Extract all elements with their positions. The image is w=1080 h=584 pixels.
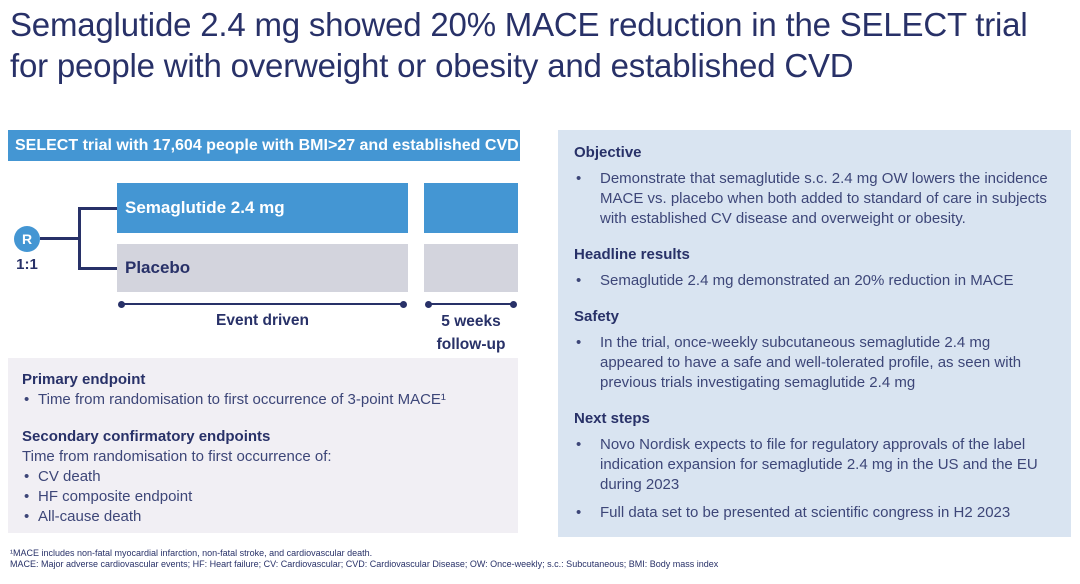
secondary-endpoints-intro: Time from randomisation to first occurre… bbox=[22, 448, 332, 465]
bullet-marker: • bbox=[24, 508, 30, 525]
list-item: • Semaglutide 2.4 mg demonstrated an 20%… bbox=[574, 271, 1055, 291]
secondary-endpoint-text: HF composite endpoint bbox=[38, 488, 193, 505]
randomization-letter: R bbox=[21, 231, 33, 247]
section-next-steps: Next steps • Novo Nordisk expects to fil… bbox=[574, 409, 1055, 523]
section-heading: Safety bbox=[574, 308, 620, 325]
section-bullet-text: Full data set to be presented at scienti… bbox=[600, 504, 1011, 521]
trial-header-bar: SELECT trial with 17,604 people with BMI… bbox=[8, 130, 520, 161]
arm-label: Placebo bbox=[125, 258, 191, 277]
event-driven-label: Event driven bbox=[215, 312, 310, 329]
event-driven-span-line bbox=[118, 300, 407, 308]
randomization-icon: R bbox=[14, 226, 40, 252]
list-item: • Time from randomisation to first occur… bbox=[22, 390, 504, 410]
followup-label-line1: 5 weeks bbox=[441, 313, 501, 330]
endpoints-box: Primary endpoint • Time from randomisati… bbox=[8, 358, 518, 533]
section-objective: Objective • Demonstrate that semaglutide… bbox=[574, 143, 1055, 229]
footnote-line: MACE: Major adverse cardiovascular event… bbox=[10, 559, 719, 569]
connector-line bbox=[78, 207, 81, 270]
section-bullet-text: In the trial, once-weekly subcutaneous s… bbox=[600, 334, 1022, 391]
arm-followup-block-placebo bbox=[424, 244, 518, 292]
arm-bar-placebo: Placebo bbox=[117, 244, 408, 292]
followup-label: 5 weeks follow-up bbox=[404, 310, 538, 356]
connector-line bbox=[81, 207, 117, 210]
list-item: • CV death bbox=[22, 467, 504, 487]
followup-label-line2: follow-up bbox=[436, 336, 506, 353]
secondary-endpoint-text: All-cause death bbox=[38, 508, 142, 525]
list-item: • In the trial, once-weekly subcutaneous… bbox=[574, 333, 1055, 393]
section-headline-results: Headline results • Semaglutide 2.4 mg de… bbox=[574, 245, 1055, 291]
primary-endpoint-heading: Primary endpoint bbox=[22, 371, 146, 388]
spacer bbox=[22, 410, 504, 427]
footnotes: ¹MACE includes non-fatal myocardial infa… bbox=[10, 548, 1070, 570]
primary-endpoint-text: Time from randomisation to first occurre… bbox=[38, 391, 446, 408]
section-bullet-text: Semaglutide 2.4 mg demonstrated an 20% r… bbox=[600, 272, 1014, 289]
arm-label: Semaglutide 2.4 mg bbox=[125, 198, 285, 217]
page-title: Semaglutide 2.4 mg showed 20% MACE reduc… bbox=[10, 6, 1028, 85]
section-heading: Headline results bbox=[574, 246, 690, 263]
followup-span-line bbox=[425, 300, 517, 308]
bullet-marker: • bbox=[576, 504, 582, 521]
bullet-marker: • bbox=[576, 170, 582, 187]
bullet-marker: • bbox=[576, 436, 582, 453]
secondary-endpoints-heading: Secondary confirmatory endpoints bbox=[22, 428, 271, 445]
bullet-marker: • bbox=[576, 334, 582, 351]
arm-bar-semaglutide: Semaglutide 2.4 mg bbox=[117, 183, 408, 233]
list-item: • Full data set to be presented at scien… bbox=[574, 503, 1055, 523]
summary-panel: Objective • Demonstrate that semaglutide… bbox=[558, 130, 1071, 537]
bullet-marker: • bbox=[24, 488, 30, 505]
arm-followup-block-semaglutide bbox=[424, 183, 518, 233]
section-heading: Next steps bbox=[574, 410, 650, 427]
bullet-marker: • bbox=[24, 468, 30, 485]
bullet-marker: • bbox=[24, 391, 30, 408]
connector-line bbox=[81, 267, 117, 270]
connector-line bbox=[40, 237, 80, 240]
footnote-line: ¹MACE includes non-fatal myocardial infa… bbox=[10, 548, 373, 558]
list-item: • Novo Nordisk expects to file for regul… bbox=[574, 435, 1055, 495]
section-safety: Safety • In the trial, once-weekly subcu… bbox=[574, 307, 1055, 393]
section-bullet-text: Novo Nordisk expects to file for regulat… bbox=[600, 436, 1038, 493]
section-heading: Objective bbox=[574, 144, 642, 161]
list-item: • All-cause death bbox=[22, 507, 504, 527]
bullet-marker: • bbox=[576, 272, 582, 289]
list-item: • Demonstrate that semaglutide s.c. 2.4 … bbox=[574, 169, 1055, 229]
trial-header-label: SELECT trial with 17,604 people with BMI… bbox=[15, 136, 519, 154]
randomization-ratio: 1:1 bbox=[16, 256, 38, 273]
section-bullet-text: Demonstrate that semaglutide s.c. 2.4 mg… bbox=[600, 170, 1048, 227]
secondary-endpoint-text: CV death bbox=[38, 468, 101, 485]
list-item: • HF composite endpoint bbox=[22, 487, 504, 507]
